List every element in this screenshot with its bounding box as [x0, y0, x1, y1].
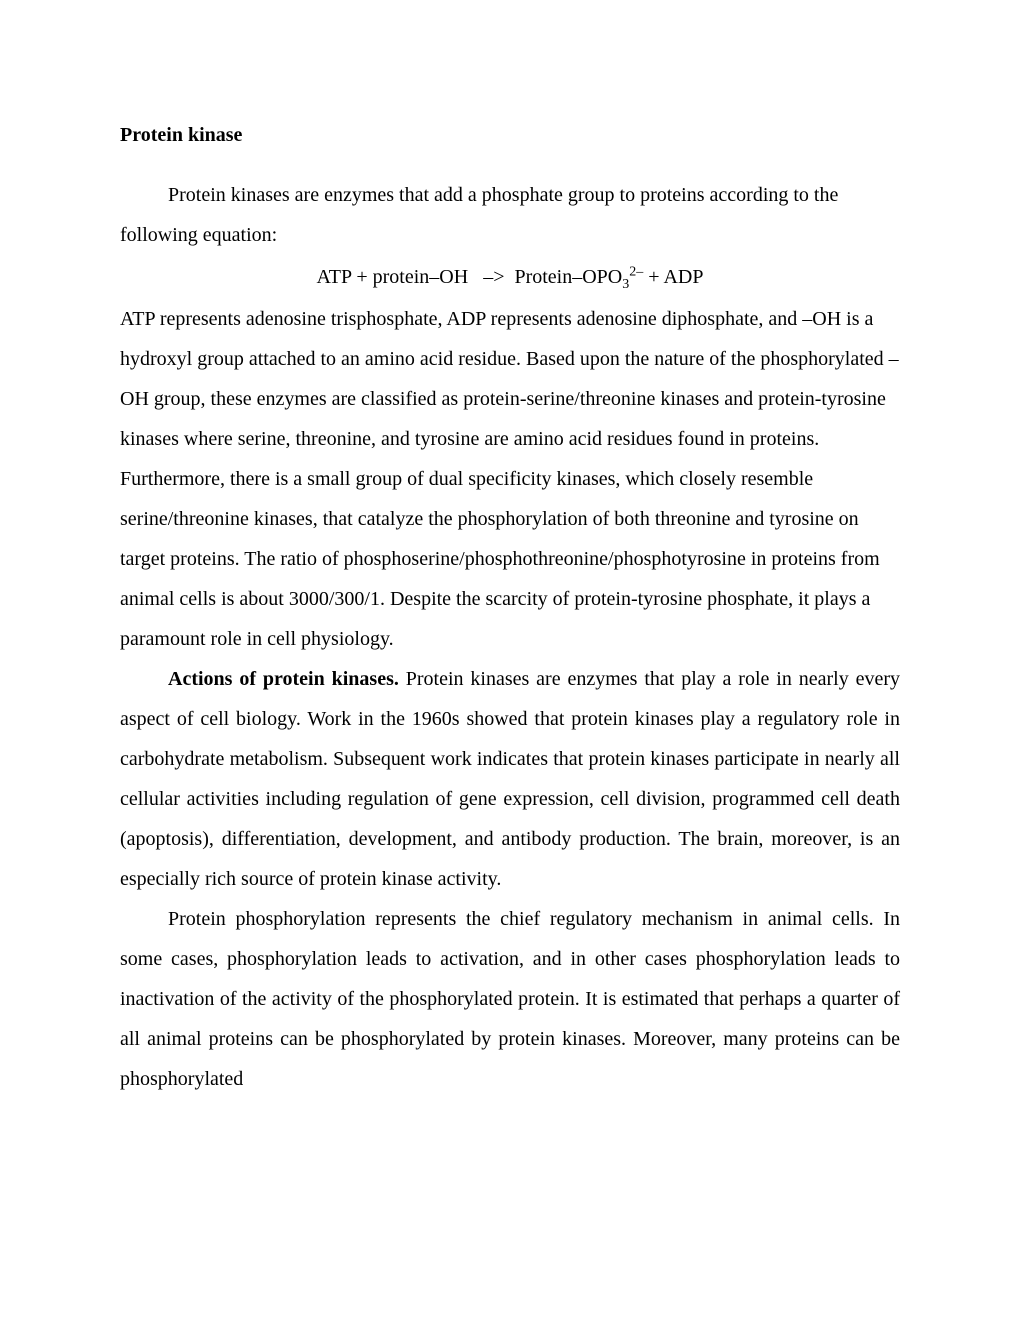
- equation-rhs: Protein–OPO32– + ADP: [514, 266, 703, 288]
- document-page: Protein kinase Protein kinases are enzym…: [0, 0, 1020, 1099]
- paragraph-2: ATP represents adenosine trisphosphate, …: [120, 299, 900, 659]
- document-title: Protein kinase: [120, 115, 900, 155]
- paragraph-intro: Protein kinases are enzymes that add a p…: [120, 175, 900, 255]
- equation-arrow: –>: [473, 266, 509, 288]
- paragraph-3-runin-heading: Actions of protein kinases.: [168, 668, 399, 690]
- paragraph-4: Protein phosphorylation represents the c…: [120, 899, 900, 1099]
- paragraph-3: Actions of protein kinases. Protein kina…: [120, 659, 900, 899]
- paragraph-3-body: Protein kinases are enzymes that play a …: [120, 668, 900, 890]
- equation-lhs: ATP + protein–OH: [317, 266, 469, 288]
- chemical-equation: ATP + protein–OH –> Protein–OPO32– + ADP: [120, 261, 900, 293]
